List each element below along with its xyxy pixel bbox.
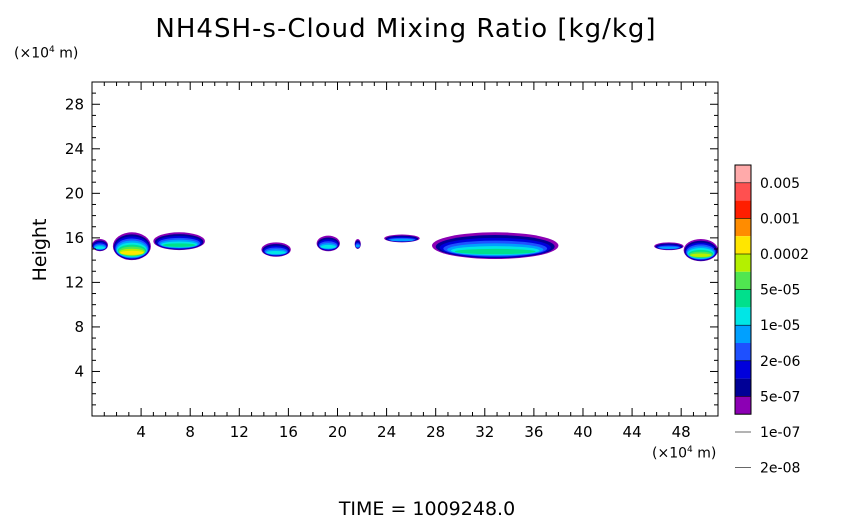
cloud-7-layer-6 (454, 248, 536, 255)
y-tick-label: 4 (74, 362, 84, 380)
colorbar-swatch (735, 182, 751, 201)
colorbar-swatch (735, 254, 751, 272)
y-tick-label: 28 (65, 95, 84, 113)
x-axis-unit: (×104 m) (652, 445, 717, 462)
cloud-3-layer-5 (266, 250, 286, 255)
y-axis-unit: (×104 m) (14, 45, 79, 62)
x-tick-label: 48 (672, 423, 691, 441)
colorbar-swatch (735, 271, 751, 290)
colorbar-swatch (735, 325, 751, 343)
colorbar-label: 0.001 (760, 211, 800, 227)
cloud-4-layer-5 (320, 244, 336, 249)
x-tick-label: 40 (573, 423, 592, 441)
colorbar-swatch (735, 165, 751, 183)
colorbar-label: 1e-07 (760, 425, 800, 441)
colorbar-swatch (735, 378, 751, 397)
x-tick-label: 44 (623, 423, 642, 441)
colorbar-label: 5e-05 (760, 283, 800, 299)
x-tick-label: 4 (136, 423, 146, 441)
x-tick-label: 24 (377, 423, 396, 441)
colorbar-swatch (735, 307, 751, 326)
colorbar-swatch (735, 343, 751, 361)
cloud-0-layer-5 (94, 246, 106, 250)
cloud-9-layer-8 (690, 253, 712, 258)
colorbar-label: 2e-06 (760, 354, 800, 370)
colorbar-label: 1e-05 (760, 318, 800, 334)
colorbar-swatch (735, 289, 751, 308)
colorbar-swatch (735, 218, 751, 237)
x-tick-label: 8 (185, 423, 195, 441)
colorbar-label: 0.005 (760, 176, 800, 192)
y-tick-label: 12 (65, 273, 84, 291)
cloud-8-layer-4 (658, 246, 679, 249)
cloud-5-layer-4 (355, 244, 360, 248)
y-axis-label: Height (29, 218, 51, 282)
chart-title: NH4SH-s-Cloud Mixing Ratio [kg/kg] (155, 14, 657, 44)
x-tick-label: 32 (475, 423, 494, 441)
cloud-2-layer-6 (162, 243, 196, 247)
cloud-1-layer-9 (120, 250, 144, 255)
colorbar-swatch (735, 396, 751, 415)
y-tick-label: 24 (65, 140, 84, 158)
y-tick-label: 16 (65, 229, 84, 247)
colorbar-label: 5e-07 (760, 389, 800, 405)
cloud-6-layer-4 (389, 238, 414, 242)
x-tick-label: 16 (279, 423, 298, 441)
x-tick-label: 12 (230, 423, 249, 441)
y-tick-label: 8 (74, 318, 84, 336)
x-tick-label: 28 (426, 423, 445, 441)
x-tick-label: 36 (524, 423, 543, 441)
x-tick-label: 20 (328, 423, 347, 441)
colorbar-swatch (735, 360, 751, 379)
colorbar-label: 2e-08 (760, 461, 800, 477)
y-tick-label: 20 (65, 184, 84, 202)
colorbar-swatch (735, 236, 751, 254)
time-readout: TIME = 1009248.0 (338, 498, 516, 520)
colorbar-swatch (735, 200, 751, 219)
colorbar-label: 0.0002 (760, 247, 809, 263)
